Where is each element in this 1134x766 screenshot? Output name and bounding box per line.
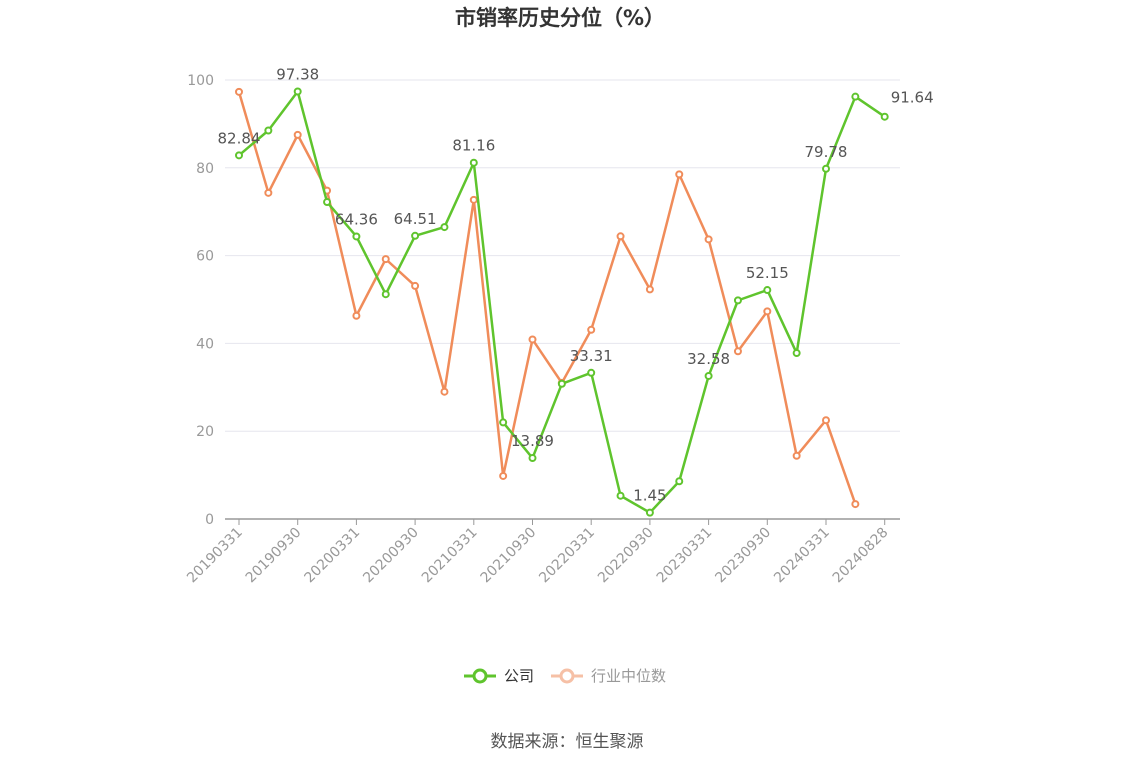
x-tick-label: 20210331 [419, 525, 481, 587]
data-label-company: 81.16 [452, 137, 495, 155]
series-layer [235, 87, 889, 517]
data-point-industry-median[interactable] [675, 170, 684, 179]
legend-label-company: 公司 [504, 667, 534, 685]
data-point-company[interactable] [440, 223, 449, 232]
y-tick-label: 60 [196, 249, 214, 265]
data-point-company[interactable] [616, 491, 625, 500]
data-point-company[interactable] [822, 164, 830, 173]
data-point-industry-median[interactable] [293, 130, 302, 139]
data-point-industry-median[interactable] [528, 335, 537, 344]
data-label-company: 97.38 [276, 66, 319, 84]
data-point-industry-median[interactable] [264, 188, 273, 197]
data-point-company[interactable] [851, 92, 860, 101]
x-tick-label: 20190930 [243, 525, 305, 587]
data-point-industry-median[interactable] [381, 255, 390, 264]
data-label-company: 79.78 [805, 143, 848, 161]
data-point-industry-median[interactable] [792, 451, 801, 460]
chart-title: 市销率历史分位（%） [455, 6, 665, 30]
x-tick-label: 20200930 [360, 525, 422, 587]
legend-label-industry-median: 行业中位数 [591, 667, 666, 685]
legend-circle-icon [559, 668, 575, 684]
y-tick-label: 40 [196, 336, 214, 352]
y-tick-label: 0 [205, 512, 214, 528]
data-point-company[interactable] [293, 87, 302, 96]
data-source: 数据来源：恒生聚源 [491, 732, 644, 752]
data-label-company: 91.64 [891, 89, 934, 107]
data-point-company[interactable] [235, 151, 243, 160]
data-point-company[interactable] [323, 198, 332, 207]
data-point-company[interactable] [411, 231, 420, 240]
x-tick-label: 20210930 [478, 525, 540, 587]
data-point-industry-median[interactable] [763, 307, 772, 316]
data-label-company: 1.45 [633, 487, 666, 505]
data-point-industry-median[interactable] [235, 87, 243, 96]
data-point-company[interactable] [469, 158, 478, 167]
data-label-company: 32.58 [687, 350, 730, 368]
x-tick-label: 20220331 [536, 525, 598, 587]
y-tick-label: 80 [196, 161, 214, 177]
data-point-industry-median[interactable] [822, 416, 830, 425]
legend-item-company[interactable]: 公司 [464, 667, 534, 685]
data-label-company: 64.51 [394, 210, 437, 228]
data-point-company[interactable] [763, 286, 772, 295]
series-line-industry-median [237, 91, 857, 505]
data-point-industry-median[interactable] [411, 281, 420, 290]
data-point-company[interactable] [264, 126, 273, 135]
data-point-industry-median[interactable] [469, 195, 478, 204]
legend-circle-icon [472, 668, 488, 684]
y-axis: 0 20 40 60 80 100 [187, 73, 214, 528]
data-point-company[interactable] [880, 112, 889, 121]
data-point-company[interactable] [557, 379, 566, 388]
data-point-company[interactable] [352, 232, 361, 241]
data-label-company: 64.36 [335, 210, 378, 228]
y-tick-label: 20 [196, 424, 214, 440]
data-point-industry-median[interactable] [851, 500, 860, 509]
data-label-company: 33.31 [570, 347, 613, 365]
x-axis: 2019033120190930202003312020093020210331… [184, 518, 900, 587]
x-tick-label: 20230331 [654, 525, 716, 587]
legend-item-industry-median[interactable]: 行业中位数 [551, 667, 666, 685]
x-tick-label: 20190331 [184, 525, 246, 587]
data-point-company[interactable] [704, 371, 713, 380]
data-point-company[interactable] [733, 296, 742, 305]
data-label-company: 13.89 [511, 432, 554, 450]
data-point-industry-median[interactable] [704, 235, 713, 244]
x-tick-label: 20240331 [771, 525, 833, 587]
x-tick-label: 20200331 [302, 525, 364, 587]
data-point-industry-median[interactable] [499, 471, 508, 480]
data-point-industry-median[interactable] [352, 311, 361, 320]
data-point-company[interactable] [792, 349, 801, 358]
data-point-industry-median[interactable] [587, 325, 596, 334]
legend: 公司 行业中位数 [464, 667, 666, 685]
data-point-industry-median[interactable] [440, 387, 449, 396]
data-labels: 82.84 97.38 64.36 64.51 81.16 13.89 33.31 1.45 3… [218, 66, 934, 505]
data-point-company[interactable] [645, 508, 654, 517]
data-point-company[interactable] [499, 418, 508, 427]
data-point-industry-median[interactable] [733, 347, 742, 356]
data-label-company: 52.15 [746, 264, 789, 282]
data-label-company: 82.84 [218, 129, 261, 147]
data-point-company[interactable] [381, 290, 390, 299]
data-point-company[interactable] [675, 477, 684, 486]
data-point-industry-median[interactable] [616, 232, 625, 241]
data-point-industry-median[interactable] [645, 285, 654, 294]
x-tick-label: 20220930 [595, 525, 657, 587]
x-tick-label: 20240828 [830, 525, 892, 587]
grid-lines [225, 79, 900, 432]
data-point-company[interactable] [587, 368, 596, 377]
series-line-company [238, 90, 886, 514]
x-tick-label: 20230930 [712, 525, 774, 587]
data-point-company[interactable] [528, 454, 537, 463]
y-tick-label: 100 [187, 73, 214, 89]
